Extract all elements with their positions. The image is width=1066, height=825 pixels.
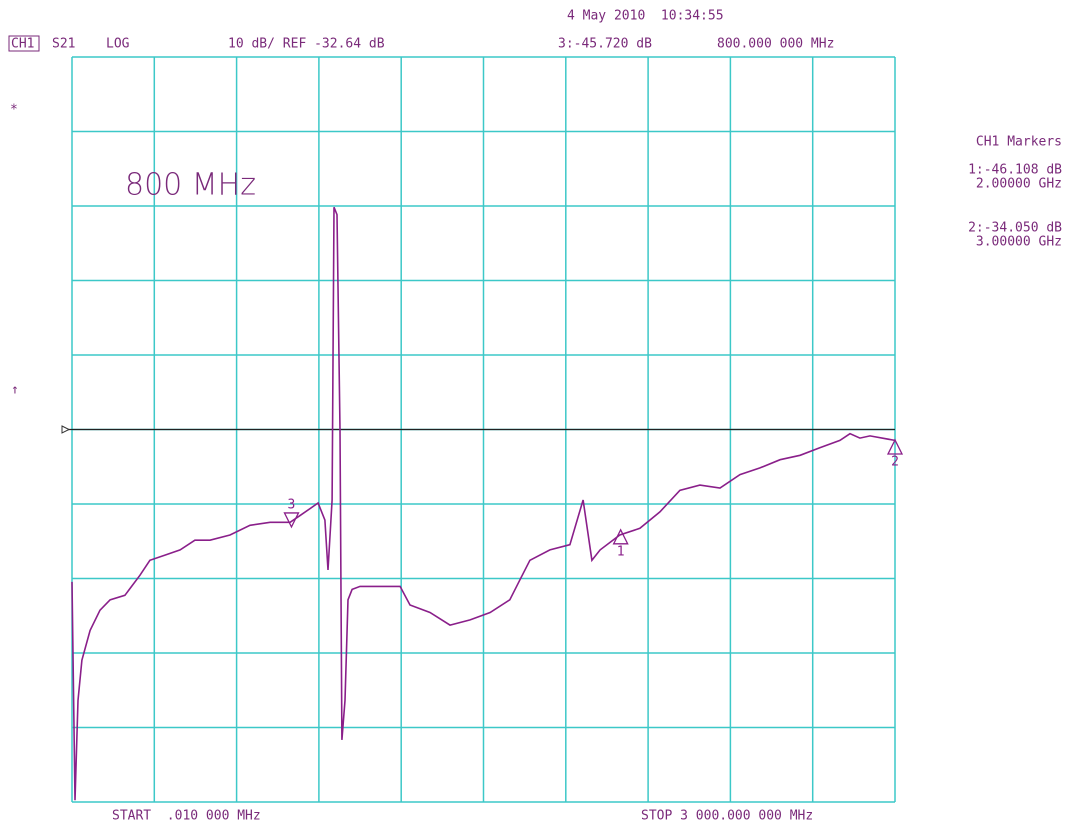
- marker: [283, 512, 300, 529]
- marker-freq: 2.00000 GHz: [976, 177, 1062, 192]
- marker-label: 1: [617, 544, 625, 559]
- marker-value: 2:-34.050 dB: [968, 221, 1062, 236]
- stop-label: STOP 3 000.000 000 MHz: [641, 809, 813, 824]
- side-mark: ↑: [11, 383, 19, 398]
- channel-box: [8, 35, 40, 52]
- marker-label: 2: [891, 455, 899, 470]
- marker-freq: 3.00000 GHz: [976, 235, 1062, 250]
- plot-area: 1 2 3: [68, 56, 904, 803]
- marker: [612, 528, 629, 545]
- date-time: 4 May 2010 10:34:55: [567, 9, 724, 24]
- start-label: START .010 000 MHz: [112, 809, 261, 824]
- parameter: S21: [52, 37, 75, 52]
- side-mark: *: [10, 103, 18, 118]
- marker: [886, 438, 904, 455]
- format: LOG: [106, 37, 130, 52]
- active-marker-freq: 800.000 000 MHz: [717, 37, 834, 52]
- annotation: 800 MHz: [125, 168, 256, 203]
- marker-panel-title: CH1 Markers: [976, 135, 1062, 150]
- ref-pointer: [61, 425, 71, 434]
- channel: CH1: [11, 37, 34, 52]
- scale: 10 dB/ REF -32.64 dB: [228, 37, 385, 52]
- marker-value: 1:-46.108 dB: [968, 163, 1062, 178]
- marker-label: 3: [288, 497, 296, 512]
- active-marker: 3:-45.720 dB: [558, 37, 652, 52]
- trace: [71, 206, 896, 801]
